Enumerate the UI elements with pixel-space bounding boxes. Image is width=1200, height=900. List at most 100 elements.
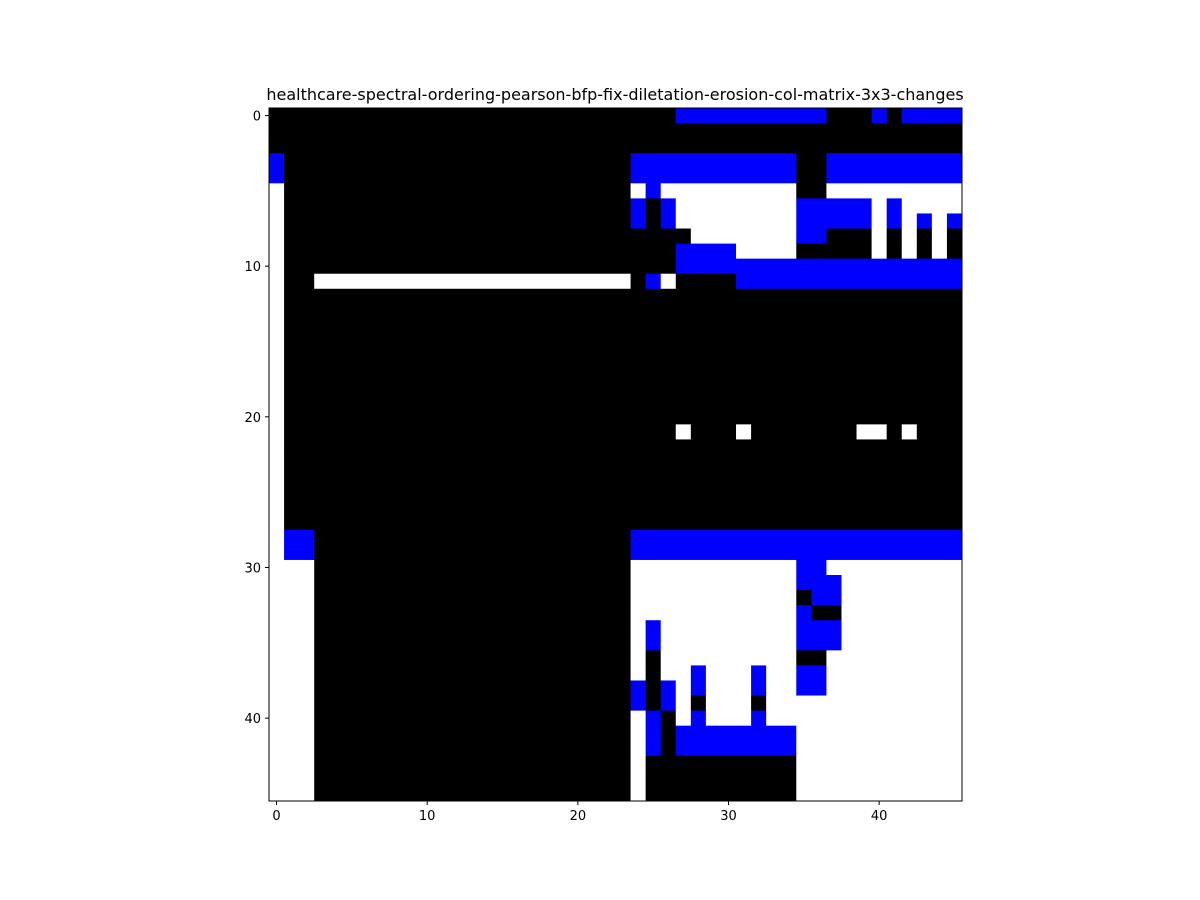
heatmap-cell	[630, 785, 647, 802]
heatmap-cell	[675, 213, 797, 229]
heatmap-cell	[796, 228, 827, 244]
heatmap-cell	[705, 665, 752, 681]
heatmap-cell	[284, 529, 315, 546]
heatmap-cell	[796, 740, 963, 757]
heatmap-cell	[630, 559, 797, 576]
heatmap-cell	[314, 680, 631, 696]
heatmap-cell	[269, 394, 285, 410]
heatmap-cell	[705, 695, 752, 712]
heatmap-cell	[796, 755, 963, 772]
heatmap-cell	[284, 303, 963, 320]
heatmap-cell	[751, 710, 767, 727]
heatmap-cell	[269, 605, 315, 621]
heatmap-cell	[269, 575, 315, 591]
heatmap-cell	[916, 228, 933, 244]
heatmap-cell	[796, 650, 827, 666]
heatmap-cell	[796, 183, 827, 199]
heatmap-cell	[284, 469, 963, 486]
heatmap-cell	[630, 575, 797, 591]
heatmap-cell	[645, 213, 662, 229]
heatmap-cell	[314, 575, 631, 591]
heatmap-cell	[826, 153, 963, 169]
heatmap-cell	[284, 439, 963, 455]
heatmap-cell	[314, 755, 631, 772]
heatmap-cell	[766, 710, 963, 727]
heatmap-cell	[796, 590, 812, 606]
x-tick-label: 10	[419, 809, 436, 824]
heatmap-cell	[886, 228, 903, 244]
x-tick-label: 30	[720, 809, 737, 824]
heatmap-cell	[269, 665, 315, 681]
heatmap-cell	[630, 198, 647, 214]
heatmap-cell	[269, 650, 315, 666]
heatmap-cell	[284, 409, 963, 425]
heatmap-cell	[886, 424, 903, 440]
heatmap-cell	[645, 198, 662, 214]
heatmap-cell	[675, 680, 692, 696]
heatmap-cell	[645, 665, 662, 681]
heatmap-cell	[705, 710, 752, 727]
heatmap-cell	[826, 650, 963, 666]
plot-frame	[268, 107, 963, 802]
heatmap-cell	[284, 394, 963, 410]
heatmap-cell	[630, 665, 647, 681]
heatmap-cell	[284, 364, 963, 380]
heatmap-cell	[886, 108, 903, 124]
heatmap-cell	[796, 168, 827, 184]
heatmap-cell	[645, 695, 662, 712]
heatmap-cell	[660, 695, 677, 712]
heatmap-cell	[630, 183, 647, 199]
heatmap-cells	[269, 108, 963, 802]
heatmap-cell	[314, 590, 631, 606]
heatmap-cell	[269, 770, 315, 787]
heatmap-cell	[796, 635, 842, 651]
heatmap-cell	[630, 755, 647, 772]
heatmap-cell	[269, 725, 315, 742]
heatmap-cell	[284, 288, 963, 305]
heatmap-cell	[269, 514, 285, 531]
heatmap-cell	[630, 544, 963, 561]
heatmap-cell	[871, 228, 888, 244]
heatmap-cell	[630, 168, 797, 184]
heatmap-cell	[630, 153, 797, 169]
heatmap-cell	[751, 680, 767, 696]
x-tick-label: 0	[272, 809, 280, 824]
heatmap-cell	[690, 424, 737, 440]
heatmap-cell	[675, 695, 692, 712]
heatmap-cell	[946, 213, 963, 229]
heatmap-cell	[269, 138, 963, 154]
heatmap-cell	[796, 213, 873, 229]
heatmap-cell	[811, 605, 842, 621]
heatmap-cell	[871, 108, 888, 124]
heatmap-cell	[284, 198, 631, 214]
heatmap-cell	[931, 243, 948, 260]
heatmap-cell	[690, 710, 707, 727]
heatmap-cell	[856, 424, 888, 440]
heatmap-cell	[269, 785, 315, 802]
heatmap-cell	[269, 123, 963, 139]
heatmap-cell	[766, 695, 963, 712]
heatmap-cell	[284, 168, 631, 184]
heatmap-cell	[826, 559, 963, 576]
heatmap-cell	[645, 740, 662, 757]
heatmap-cell	[269, 409, 285, 425]
y-tick-label: 30	[244, 561, 261, 576]
heatmap-cell	[630, 213, 647, 229]
heatmap-cell	[284, 243, 677, 260]
heatmap-cell	[660, 198, 677, 214]
heatmap-cell	[660, 213, 677, 229]
heatmap-cell	[645, 725, 662, 742]
heatmap-cell	[796, 770, 963, 787]
heatmap-cell	[796, 575, 842, 591]
heatmap-cell	[630, 740, 647, 757]
heatmap-cell	[675, 198, 797, 214]
heatmap-cell	[269, 499, 285, 516]
heatmap-cell	[796, 605, 812, 621]
heatmap-cell	[630, 605, 797, 621]
heatmap-cell	[886, 243, 903, 260]
heatmap-cell	[796, 725, 963, 742]
y-axis: 0 10 20 30 40	[244, 110, 269, 727]
heatmap-cell	[269, 755, 315, 772]
